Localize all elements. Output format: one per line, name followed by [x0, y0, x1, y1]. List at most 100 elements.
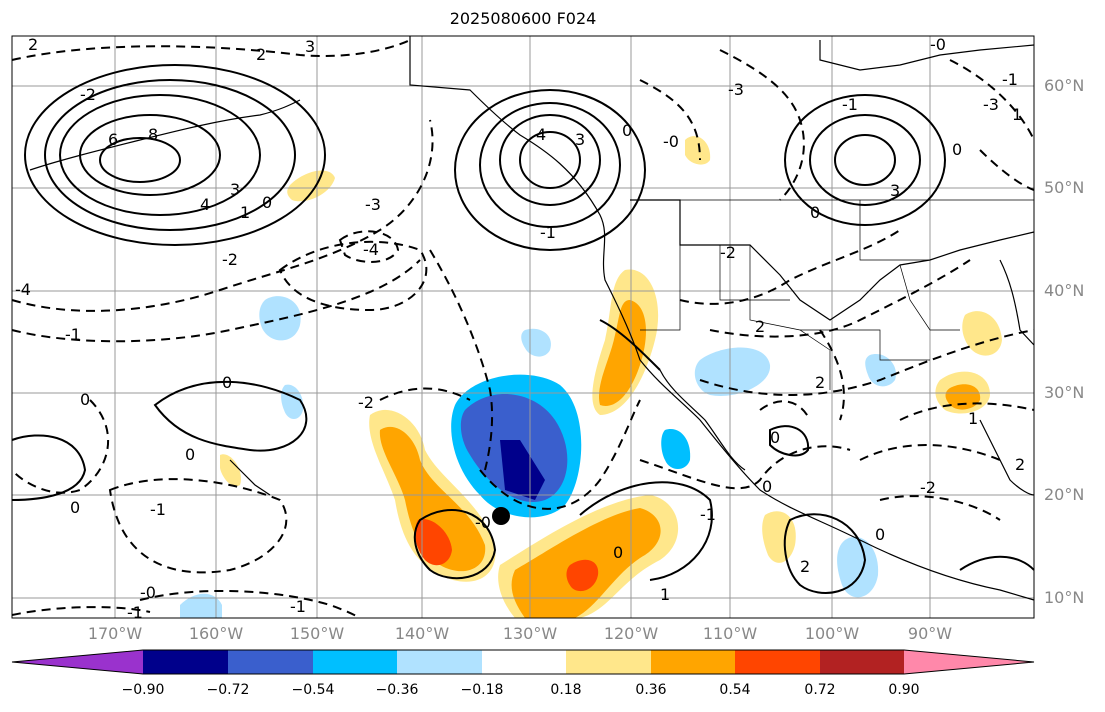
- colorbar-segment: [313, 650, 397, 674]
- contour-label: 3: [890, 181, 900, 200]
- contour-label: 4: [200, 195, 210, 214]
- lat-tick-label: 60°N: [1044, 76, 1085, 95]
- colorbar: [11, 649, 1035, 675]
- negative-anomaly-g: [865, 354, 896, 387]
- negative-anomaly-e: [661, 429, 691, 469]
- contour-label: -4: [363, 240, 379, 259]
- contour-label: -1: [127, 603, 143, 622]
- dashed-contours: [11, 39, 1035, 619]
- colorbar-extend-high: [904, 650, 1034, 674]
- contour-label: 2: [28, 35, 38, 54]
- map-border: [11, 35, 1035, 619]
- positive-anomaly-l: [287, 170, 335, 202]
- positive-anomaly-south-max: [566, 559, 599, 592]
- contour-label: 0: [875, 525, 885, 544]
- contour-label: -3: [728, 80, 744, 99]
- colorbar-segment: [566, 650, 651, 674]
- contour-label: -2: [720, 243, 736, 262]
- contour-label: 0: [80, 390, 90, 409]
- solid-contours: [11, 64, 1035, 594]
- borders: [630, 199, 1034, 390]
- contour-label: 0: [762, 477, 772, 496]
- coastlines: [29, 36, 1035, 601]
- colorbar-segment: [735, 650, 820, 674]
- positive-anomaly-i-core: [945, 384, 981, 410]
- lat-tick-label: 20°N: [1044, 485, 1085, 504]
- lon-tick-label: 110°W: [702, 624, 758, 643]
- contour-label: 0: [185, 445, 195, 464]
- contour-label: -3: [365, 195, 381, 214]
- positive-anomaly-j: [962, 311, 1002, 356]
- contour-label: 4: [536, 125, 546, 144]
- contour-label: 6: [108, 130, 118, 149]
- contour-label: 3: [575, 130, 585, 149]
- graticule: [12, 36, 1034, 618]
- colorbar-tick-label: 0.90: [888, 682, 920, 698]
- colorbar-segment: [482, 650, 566, 674]
- lon-tick-label: 170°W: [87, 624, 143, 643]
- positive-anomaly-west-max: [414, 519, 452, 566]
- contour-label: 0: [770, 428, 780, 447]
- lon-tick-label: 150°W: [289, 624, 345, 643]
- colorbar-extend-low: [12, 650, 143, 674]
- negative-anomaly-f: [837, 536, 879, 598]
- contour-label: 0: [222, 373, 232, 392]
- lon-tick-label: 90°W: [907, 624, 953, 643]
- contour-label: -0: [475, 513, 491, 532]
- colorbar-tick-label: −0.54: [291, 682, 335, 698]
- contour-label: -1: [150, 500, 166, 519]
- positive-anomaly-m: [220, 454, 241, 487]
- colorbar-tick-label: −0.36: [375, 682, 419, 698]
- contour-label: 0: [613, 543, 623, 562]
- shaded-regions: [180, 136, 1002, 618]
- map-title: 2025080600 F024: [449, 9, 597, 28]
- contour-label: 1: [660, 585, 670, 604]
- contour-label: 2: [1015, 455, 1025, 474]
- colorbar-tick-label: −0.18: [460, 682, 504, 698]
- lon-tick-label: 100°W: [804, 624, 860, 643]
- negative-anomaly-h: [180, 593, 222, 618]
- colorbar-segment: [228, 650, 313, 674]
- contour-label: -2: [222, 250, 238, 269]
- contour-label: -1: [700, 505, 716, 524]
- contour-label: 0: [810, 203, 820, 222]
- colorbar-tick-label: −0.72: [206, 682, 250, 698]
- negative-anomaly-c: [521, 328, 551, 357]
- contour-label: 3: [230, 180, 240, 199]
- contour-label: -0: [930, 35, 946, 54]
- colorbar-outline: [11, 649, 1035, 675]
- contour-label: 0: [952, 140, 962, 159]
- contour-label: 1: [240, 203, 250, 222]
- contour-label: -1: [842, 95, 858, 114]
- contour-label: -1: [540, 223, 556, 242]
- positive-anomaly-n: [685, 136, 711, 165]
- contour-label: -3: [983, 95, 999, 114]
- contour-label: -1: [1002, 70, 1018, 89]
- contour-label: 2: [755, 317, 765, 336]
- contour-label: 1: [1012, 105, 1022, 124]
- contour-label: -4: [15, 280, 31, 299]
- lat-tick-label: 40°N: [1044, 281, 1085, 300]
- storm-center-marker: [492, 507, 510, 525]
- map-frame: [12, 36, 1034, 618]
- contour-label: -1: [65, 325, 81, 344]
- contour-label: 8: [148, 125, 158, 144]
- contour-label: -0: [140, 583, 156, 602]
- contour-label: 2: [815, 373, 825, 392]
- contour-label: 0: [262, 193, 272, 212]
- positive-anomaly-coast-core: [598, 300, 646, 406]
- colorbar-tick-label: 0.36: [635, 682, 667, 698]
- lon-tick-label: 120°W: [603, 624, 659, 643]
- lat-tick-label: 10°N: [1044, 588, 1085, 607]
- lon-tick-label: 140°W: [394, 624, 450, 643]
- lat-tick-label: 50°N: [1044, 178, 1085, 197]
- negative-anomaly-d: [694, 347, 771, 396]
- colorbar-tick-label: 0.18: [550, 682, 582, 698]
- colorbar-segment: [143, 650, 228, 674]
- contour-label: -2: [358, 393, 374, 412]
- contour-label: 3: [305, 37, 315, 56]
- contour-label: -0: [663, 132, 679, 151]
- colorbar-segment: [397, 650, 482, 674]
- contour-label: -2: [80, 85, 96, 104]
